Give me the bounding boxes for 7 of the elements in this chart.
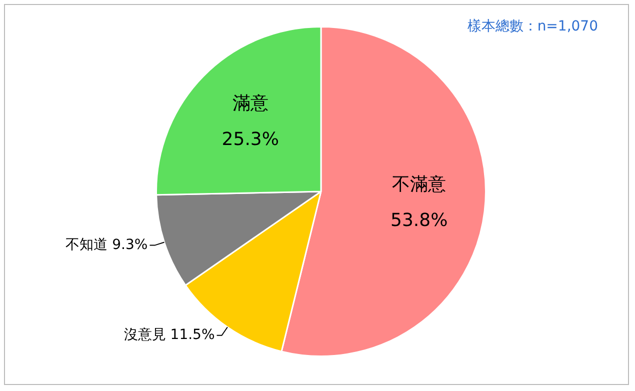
data-label: 53.8%	[390, 210, 448, 232]
slice-label: 不知道 9.3%	[66, 236, 148, 253]
text: 樣本總數：n=1,070	[467, 18, 598, 35]
slice-label: 不滿意	[392, 174, 446, 196]
slice-label: 沒意見 11.5%	[124, 326, 215, 343]
slice-label: 滿意	[232, 92, 268, 114]
data-label: 25.3%	[222, 128, 279, 150]
